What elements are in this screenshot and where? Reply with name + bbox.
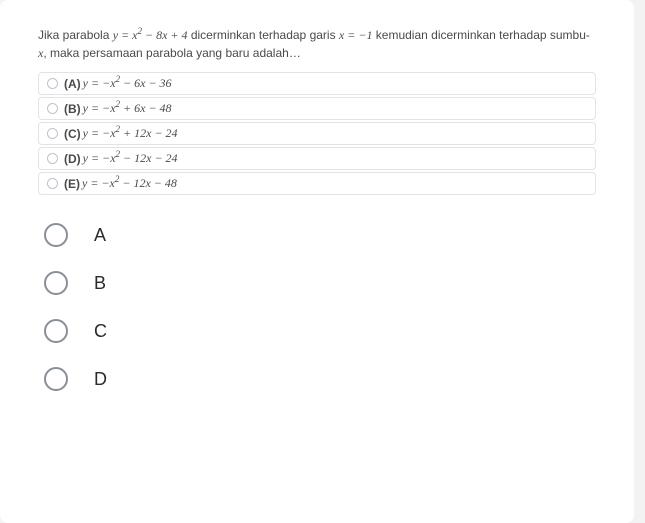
option-eq-lhs: y = −x: [83, 101, 116, 115]
option-eq-lhs: y = −x: [83, 126, 116, 140]
answer-letter: D: [94, 369, 107, 390]
stem-eq1-tail: − 8x + 4: [142, 28, 188, 42]
option-eq-rhs: + 6x − 48: [120, 101, 172, 115]
option-equation: y = −x2 − 12x − 48: [82, 176, 177, 191]
stem-eq1: y = x2 − 8x + 4: [113, 28, 188, 42]
radio-icon: [44, 223, 68, 247]
stem-tail: , maka persamaan parabola yang baru adal…: [43, 46, 301, 60]
option-eq-lhs: y = −x: [83, 151, 116, 165]
option-radio-icon: [47, 78, 58, 89]
option-equation: y = −x2 + 12x − 24: [83, 126, 178, 141]
option-tag: (C): [64, 127, 81, 141]
option-row-d[interactable]: (D) y = −x2 − 12x − 24: [38, 147, 596, 170]
option-eq-lhs: y = −x: [83, 76, 116, 90]
option-eq-rhs: − 12x − 24: [120, 151, 178, 165]
stem-mid1: dicerminkan terhadap garis: [188, 28, 339, 42]
answer-choice-a[interactable]: A: [44, 223, 616, 247]
option-tag: (E): [64, 177, 80, 191]
answer-list: A B C D: [44, 223, 616, 391]
option-eq-rhs: + 12x − 24: [120, 126, 178, 140]
answer-choice-b[interactable]: B: [44, 271, 616, 295]
option-radio-icon: [47, 153, 58, 164]
option-tag: (A): [64, 77, 81, 91]
option-row-e[interactable]: (E) y = −x2 − 12x − 48: [38, 172, 596, 195]
options-container: (A) y = −x2 − 6x − 36(B) y = −x2 + 6x − …: [18, 72, 616, 195]
option-row-a[interactable]: (A) y = −x2 − 6x − 36: [38, 72, 596, 95]
answer-letter: B: [94, 273, 106, 294]
radio-icon: [44, 319, 68, 343]
option-equation: y = −x2 − 6x − 36: [83, 76, 172, 91]
question-card: Jika parabola y = x2 − 8x + 4 dicerminka…: [0, 0, 634, 523]
option-row-c[interactable]: (C) y = −x2 + 12x − 24: [38, 122, 596, 145]
option-tag: (D): [64, 152, 81, 166]
radio-icon: [44, 367, 68, 391]
option-radio-icon: [47, 128, 58, 139]
stem-mid2: kemudian dicerminkan terhadap sumbu-: [372, 28, 589, 42]
stem-eq1-lhs: y = x: [113, 28, 138, 42]
stem-pre1: Jika parabola: [38, 28, 113, 42]
option-eq-rhs: − 12x − 48: [119, 176, 177, 190]
stem-eq2: x = −1: [339, 28, 373, 42]
option-eq-rhs: − 6x − 36: [120, 76, 172, 90]
option-eq-lhs: y = −x: [82, 176, 115, 190]
option-row-b[interactable]: (B) y = −x2 + 6x − 48: [38, 97, 596, 120]
radio-icon: [44, 271, 68, 295]
option-radio-icon: [47, 178, 58, 189]
answer-choice-d[interactable]: D: [44, 367, 616, 391]
option-radio-icon: [47, 103, 58, 114]
answer-choice-c[interactable]: C: [44, 319, 616, 343]
question-stem: Jika parabola y = x2 − 8x + 4 dicerminka…: [38, 26, 596, 62]
option-tag: (B): [64, 102, 81, 116]
answer-letter: C: [94, 321, 107, 342]
answer-letter: A: [94, 225, 106, 246]
option-equation: y = −x2 + 6x − 48: [83, 101, 172, 116]
option-equation: y = −x2 − 12x − 24: [83, 151, 178, 166]
